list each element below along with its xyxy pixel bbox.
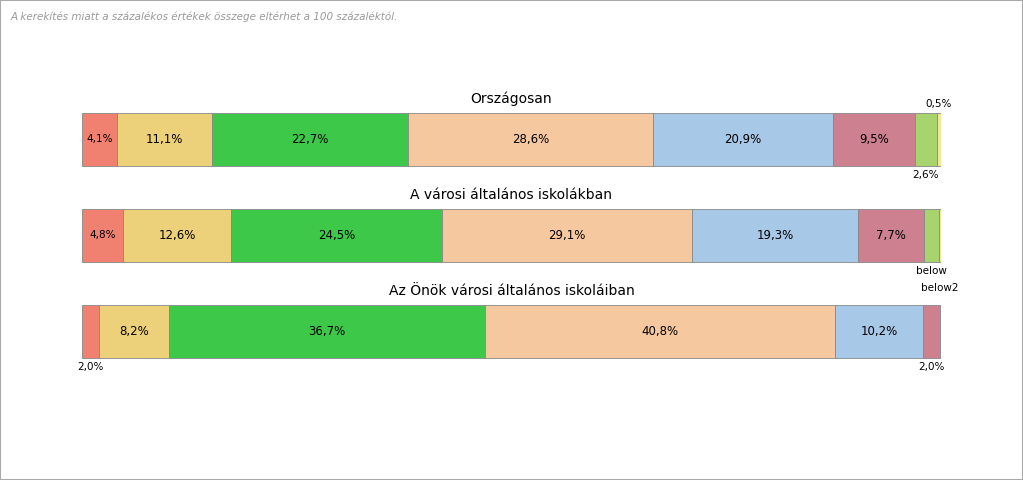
Text: 4,8%: 4,8% <box>89 230 116 240</box>
Text: 19,3%: 19,3% <box>756 228 794 242</box>
Text: 0,5%: 0,5% <box>926 99 952 109</box>
Bar <box>915 113 937 166</box>
Bar <box>231 209 442 262</box>
Text: 20,9%: 20,9% <box>724 132 762 146</box>
Bar <box>692 209 858 262</box>
Text: 7,7%: 7,7% <box>876 228 905 242</box>
Bar <box>213 113 407 166</box>
Bar <box>99 305 170 358</box>
Bar <box>938 209 941 262</box>
Bar <box>923 305 940 358</box>
Bar <box>937 113 941 166</box>
Text: 36,7%: 36,7% <box>309 324 346 338</box>
Bar <box>82 209 123 262</box>
Text: Az Önök városi általános iskoláiban: Az Önök városi általános iskoláiban <box>389 284 634 298</box>
Text: Országosan: Országosan <box>471 92 552 106</box>
Bar <box>836 305 923 358</box>
Text: A városi általános iskolákban: A városi általános iskolákban <box>410 188 613 202</box>
Text: 10,2%: 10,2% <box>860 324 898 338</box>
Text: 4,1%: 4,1% <box>86 134 113 144</box>
Bar <box>82 305 99 358</box>
Bar <box>117 113 213 166</box>
Text: 2,0%: 2,0% <box>78 362 103 372</box>
Text: 28,6%: 28,6% <box>512 132 549 146</box>
Bar <box>170 305 485 358</box>
Bar <box>82 113 117 166</box>
Bar <box>858 209 924 262</box>
Bar <box>442 209 692 262</box>
Text: 11,1%: 11,1% <box>146 132 183 146</box>
Bar <box>123 209 231 262</box>
Text: 40,8%: 40,8% <box>641 324 678 338</box>
Text: below2: below2 <box>921 283 959 293</box>
Bar <box>485 305 836 358</box>
Text: 12,6%: 12,6% <box>159 228 196 242</box>
Text: 2,6%: 2,6% <box>913 170 939 180</box>
Bar <box>407 113 654 166</box>
Text: 9,5%: 9,5% <box>859 132 889 146</box>
Bar <box>654 113 833 166</box>
Text: 29,1%: 29,1% <box>548 228 585 242</box>
Text: below: below <box>916 266 946 276</box>
Text: 8,2%: 8,2% <box>120 324 149 338</box>
Text: 2,0%: 2,0% <box>919 362 945 372</box>
Text: 22,7%: 22,7% <box>292 132 328 146</box>
Bar <box>924 209 938 262</box>
Text: 24,5%: 24,5% <box>318 228 355 242</box>
Bar <box>833 113 915 166</box>
Text: A kerekítés miatt a százalékos értékek összege eltérhet a 100 százaléktól.: A kerekítés miatt a százalékos értékek ö… <box>10 12 398 23</box>
